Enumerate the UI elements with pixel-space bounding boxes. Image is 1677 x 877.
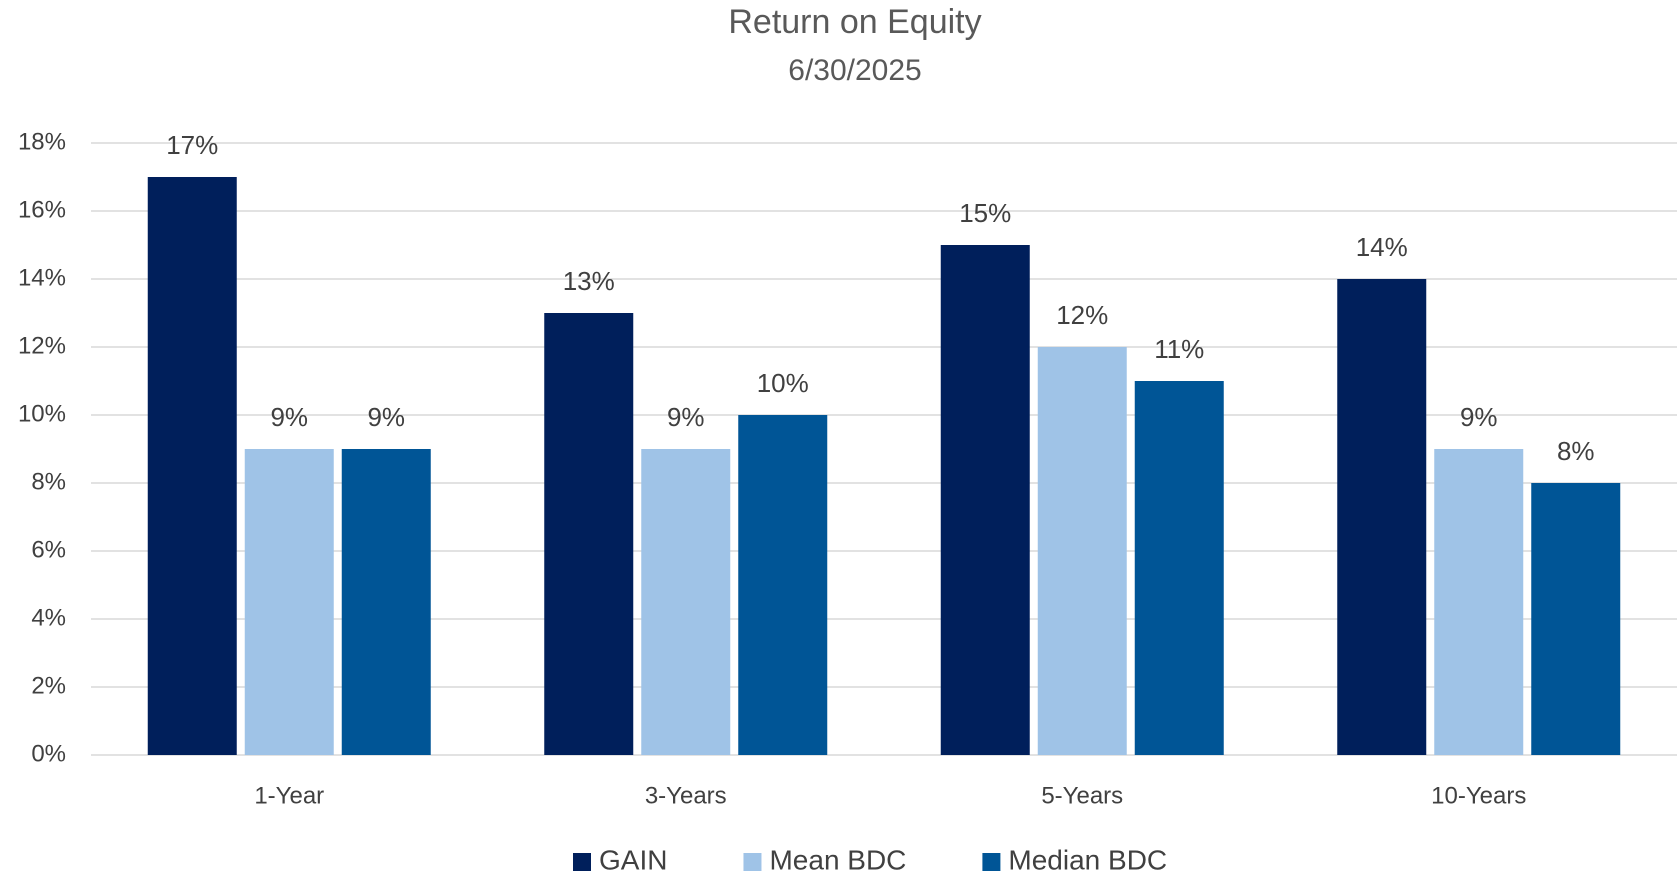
bar [1337,279,1427,755]
bar [641,449,731,755]
y-tick-label: 0% [31,740,66,767]
legend-swatch [573,853,591,871]
bar [244,449,334,755]
bar [1531,483,1621,755]
x-tick-label: 5-Years [1041,782,1123,809]
y-tick-label: 4% [31,604,66,631]
y-tick-label: 14% [18,264,66,291]
bar [1434,449,1524,755]
value-label: 11% [1154,334,1204,364]
y-tick-label: 16% [18,196,66,223]
x-tick-label: 3-Years [645,782,727,809]
y-tick-label: 8% [31,468,66,495]
bar [544,313,634,755]
value-label: 9% [367,402,405,432]
y-tick-label: 18% [18,128,66,155]
y-tick-label: 6% [31,536,66,563]
value-label: 9% [270,402,308,432]
value-label: 12% [1056,300,1108,330]
legend-swatch [982,853,1001,871]
bar [1037,347,1127,755]
bar [147,177,237,755]
value-label: 9% [1460,402,1498,432]
bar [940,245,1030,755]
y-tick-label: 10% [18,400,66,427]
x-tick-label: 10-Years [1431,782,1526,809]
legend-label: Mean BDC [769,844,906,875]
value-label: 8% [1557,436,1595,466]
value-label: 14% [1356,232,1408,262]
value-label: 17% [166,130,218,160]
bar [341,449,431,755]
bar [738,415,828,755]
bar [1134,381,1224,755]
y-tick-label: 12% [18,332,66,359]
value-label: 10% [757,368,809,398]
x-tick-label: 1-Year [254,782,324,809]
legend-label: GAIN [599,844,667,875]
chart-subtitle: 6/30/2025 [788,54,921,87]
legend-swatch [743,853,762,871]
legend-label: Median BDC [1008,844,1167,875]
chart-title: Return on Equity [728,3,981,41]
value-label: 9% [667,402,705,432]
y-tick-label: 2% [31,672,66,699]
value-label: 15% [959,198,1011,228]
value-label: 13% [563,266,615,296]
